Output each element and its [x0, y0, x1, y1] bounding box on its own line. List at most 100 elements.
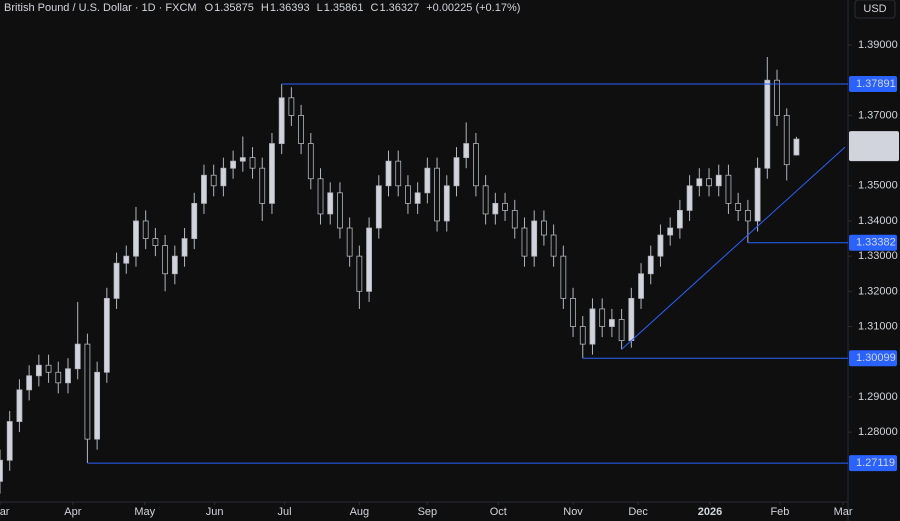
price-label-box [849, 131, 899, 162]
x-tick-label: Oct [490, 506, 507, 518]
candle-body [298, 115, 304, 144]
candle-body [181, 238, 188, 257]
candle-body [560, 255, 567, 299]
candle-body [65, 368, 71, 384]
x-tick-label: Apr [64, 506, 81, 518]
x-tick-label: Jun [206, 506, 224, 518]
candle-body [570, 297, 576, 327]
candle-body [375, 185, 382, 229]
candle-body [473, 143, 479, 187]
candle-body [0, 459, 3, 482]
candle-body [706, 178, 712, 187]
candle-body [259, 167, 266, 204]
currency[interactable]: USD [863, 3, 886, 15]
x-tick-label: Dec [628, 506, 648, 518]
x-tick-label: Feb [770, 506, 789, 518]
chart-title: British Pound / U.S. Dollar · 1D · FXCM [4, 2, 197, 14]
candle-body [55, 371, 62, 384]
candle-body [774, 79, 780, 116]
level-label: 1.37891 [856, 78, 896, 90]
candle-body [667, 227, 674, 236]
candle-body [74, 343, 81, 370]
x-tick-label: Sep [418, 506, 438, 518]
candle-body [599, 308, 606, 327]
candle-body [317, 178, 324, 215]
candle-body [84, 343, 91, 440]
candle-body [201, 174, 207, 204]
ohlc-value: 1.36327 [379, 2, 419, 14]
candle-body [764, 79, 771, 169]
candle-body [686, 185, 693, 211]
candle-body [307, 143, 314, 180]
candle-body [608, 319, 615, 327]
candle-body [463, 143, 470, 159]
candle-body [434, 167, 440, 222]
level-label: 1.33382 [856, 237, 896, 249]
candle-body [531, 220, 538, 257]
candle-body [715, 174, 722, 187]
candle-body [327, 192, 334, 215]
candle-body [6, 421, 13, 461]
y-tick-label: 1.35000 [858, 180, 898, 192]
candle-body [579, 326, 586, 345]
candle-body [405, 185, 411, 204]
change: +0.00225 (+0.17%) [426, 2, 520, 14]
plot [0, 57, 800, 494]
level-label: 1.27119 [856, 457, 895, 469]
candle-body [249, 157, 256, 169]
candle-body [356, 255, 363, 292]
candle-body [162, 245, 169, 275]
ohlc-letter: H [261, 2, 269, 14]
ohlc-value: 1.35875 [214, 2, 254, 14]
candle-body [657, 234, 664, 257]
candle-body [647, 255, 654, 275]
currency-button[interactable] [854, 0, 896, 19]
candle-body [220, 167, 227, 187]
candle-body [453, 157, 460, 187]
x-tick-label: Jul [278, 506, 292, 518]
candle-body [346, 227, 353, 257]
level-label-box [849, 234, 897, 251]
candle-body [589, 308, 596, 345]
candle-body [502, 202, 508, 211]
candle-body [239, 157, 246, 162]
price-label: 1.36327 [856, 133, 896, 145]
x-tick-label: Mar [0, 506, 10, 518]
candle-body [414, 192, 421, 204]
candle-body [638, 273, 644, 299]
candle-body [94, 371, 101, 440]
candle-body [103, 297, 110, 373]
y-tick-label: 1.29000 [858, 391, 898, 403]
candle-body [628, 297, 635, 342]
candle-body [492, 202, 499, 215]
candle-body [45, 364, 52, 373]
candle-body [783, 115, 790, 166]
candle-body [366, 227, 372, 292]
level-label-box [849, 455, 897, 472]
candle-body [385, 160, 392, 187]
countdown: 10:10:47 [856, 147, 899, 159]
candle-body [541, 220, 547, 236]
ohlc-value: 1.36393 [270, 2, 310, 14]
level-label: 1.30099 [856, 352, 896, 364]
y-tick-label: 1.34000 [858, 215, 898, 227]
candle-body [424, 167, 431, 194]
trendline [621, 146, 846, 350]
y-tick-label: 1.32000 [858, 285, 898, 297]
candle-body [618, 319, 625, 342]
candle-body [142, 220, 149, 239]
candle-body [696, 178, 703, 187]
candle-body [550, 234, 557, 257]
ohlc-letter: L [317, 2, 323, 14]
candle-body [210, 174, 217, 187]
candle-body [230, 160, 237, 169]
candle-body [793, 138, 800, 156]
ohlc-letter: C [371, 2, 379, 14]
candle-body [26, 375, 33, 391]
y-tick-label: 1.39000 [858, 39, 898, 51]
y-tick-label: 1.28000 [858, 426, 898, 438]
y-tick-label: 1.37000 [858, 109, 898, 121]
y-tick-label: 1.33000 [858, 250, 898, 262]
candle-body [735, 202, 742, 211]
